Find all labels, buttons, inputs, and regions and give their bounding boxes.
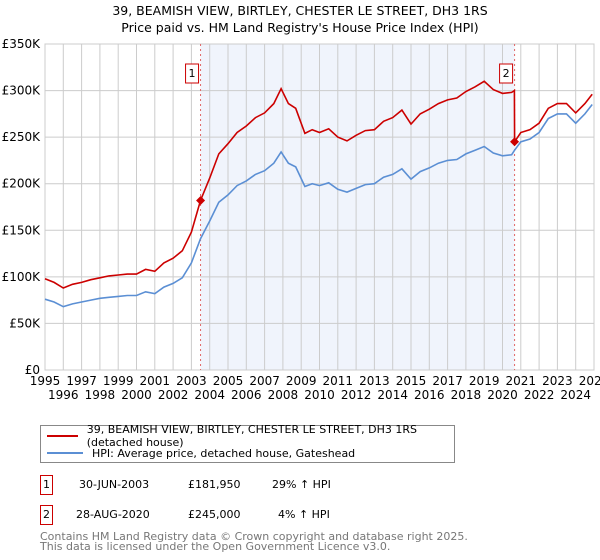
- transaction-hpi: 4% ↑ HPI: [278, 508, 330, 521]
- sale-point-marker: [510, 137, 520, 147]
- x-tick-label: 2004: [194, 388, 225, 402]
- shaded-ownership-region: [200, 44, 515, 370]
- x-tick-label: 1999: [103, 374, 134, 388]
- transaction-hpi: 29% ↑ HPI: [272, 478, 331, 491]
- price-chart: £0 £50K £100K £150K £200K £250K £300K £350K 1995…: [2, 37, 600, 402]
- x-tick-label: 2010: [304, 388, 335, 402]
- x-tick-label: 1997: [66, 374, 97, 388]
- x-tick-label: 2005: [213, 374, 244, 388]
- y-tick-label: £100K: [2, 270, 42, 284]
- transaction-row: 1 30-JUN-2003 £181,950 29% ↑ HPI: [40, 475, 440, 495]
- sale-point-marker: [196, 196, 206, 206]
- x-tick-label: 2003: [176, 374, 207, 388]
- x-tick-label: 2015: [396, 374, 427, 388]
- transaction-date: 28-AUG-2020: [76, 508, 150, 521]
- property-price-line: [44, 80, 593, 289]
- red-line-swatch: [47, 435, 78, 437]
- legend: 39, BEAMISH VIEW, BIRTLEY, CHESTER LE ST…: [40, 423, 455, 463]
- x-tick-label: 1995: [30, 374, 61, 388]
- x-tick-label: 2021: [506, 374, 537, 388]
- legend-item-property: 39, BEAMISH VIEW, BIRTLEY, CHESTER LE ST…: [41, 423, 454, 449]
- y-tick-label: £300K: [2, 84, 42, 98]
- x-tick-label: 2014: [377, 388, 408, 402]
- y-tick-label: £350K: [2, 37, 42, 51]
- y-tick-label: £250K: [2, 130, 42, 144]
- transaction-date: 30-JUN-2003: [79, 478, 150, 491]
- x-tick-label: 2023: [542, 374, 573, 388]
- legend-label-hpi: HPI: Average price, detached house, Gate…: [92, 446, 356, 460]
- chart-title: 39, BEAMISH VIEW, BIRTLEY, CHESTER LE ST…: [112, 3, 488, 18]
- x-tick-label: 2018: [451, 388, 482, 402]
- legend-item-hpi: HPI: Average price, detached house, Gate…: [41, 445, 355, 461]
- x-tick-label: 2002: [158, 388, 189, 402]
- x-tick-label: 2016: [414, 388, 445, 402]
- x-tick-label: 2024: [560, 388, 591, 402]
- x-tick-label: 2013: [359, 374, 390, 388]
- x-tick-label: 2000: [121, 388, 152, 402]
- transaction-price: £245,000: [188, 508, 241, 521]
- plot-frame: [44, 43, 595, 371]
- x-tick-label: 2008: [268, 388, 299, 402]
- y-tick-label: £0: [25, 363, 40, 377]
- chart-subtitle: Price paid vs. HM Land Registry's House …: [121, 20, 479, 35]
- sale-badge-label: 2: [503, 67, 510, 80]
- x-tick-label: 2022: [524, 388, 555, 402]
- x-tick-label: 2019: [469, 374, 500, 388]
- x-tick-label: 2001: [140, 374, 171, 388]
- x-tick-label: 1998: [85, 388, 116, 402]
- sale-badge-box: [185, 63, 200, 84]
- x-tick-label: 2012: [341, 388, 372, 402]
- y-tick-label: £150K: [2, 223, 42, 237]
- x-tick-label: 2011: [323, 374, 354, 388]
- y-tick-label: £200K: [2, 177, 42, 191]
- blue-line-swatch: [47, 452, 83, 454]
- x-tick-label: 2017: [432, 374, 463, 388]
- footer-licence: This data is licensed under the Open Gov…: [40, 540, 391, 553]
- x-tick-label: 2020: [487, 388, 518, 402]
- x-tick-label: 2007: [249, 374, 280, 388]
- x-tick-label: 2006: [231, 388, 262, 402]
- x-tick-label: 1996: [48, 388, 79, 402]
- transaction-badge: 1: [40, 475, 53, 495]
- x-tick-label: 2025: [579, 374, 600, 388]
- sale-badge-box: [499, 63, 514, 84]
- legend-label-property: 39, BEAMISH VIEW, BIRTLEY, CHESTER LE ST…: [86, 423, 418, 449]
- hpi-line: [44, 104, 593, 308]
- sale-badge-label: 1: [189, 67, 196, 80]
- x-tick-label: 2009: [286, 374, 317, 388]
- y-tick-label: £50K: [9, 316, 41, 330]
- transaction-row: 2 28-AUG-2020 £245,000 4% ↑ HPI: [40, 505, 440, 525]
- footer-copyright: Contains HM Land Registry data © Crown c…: [40, 530, 468, 543]
- transaction-price: £181,950: [188, 478, 241, 491]
- transaction-badge: 2: [40, 505, 53, 525]
